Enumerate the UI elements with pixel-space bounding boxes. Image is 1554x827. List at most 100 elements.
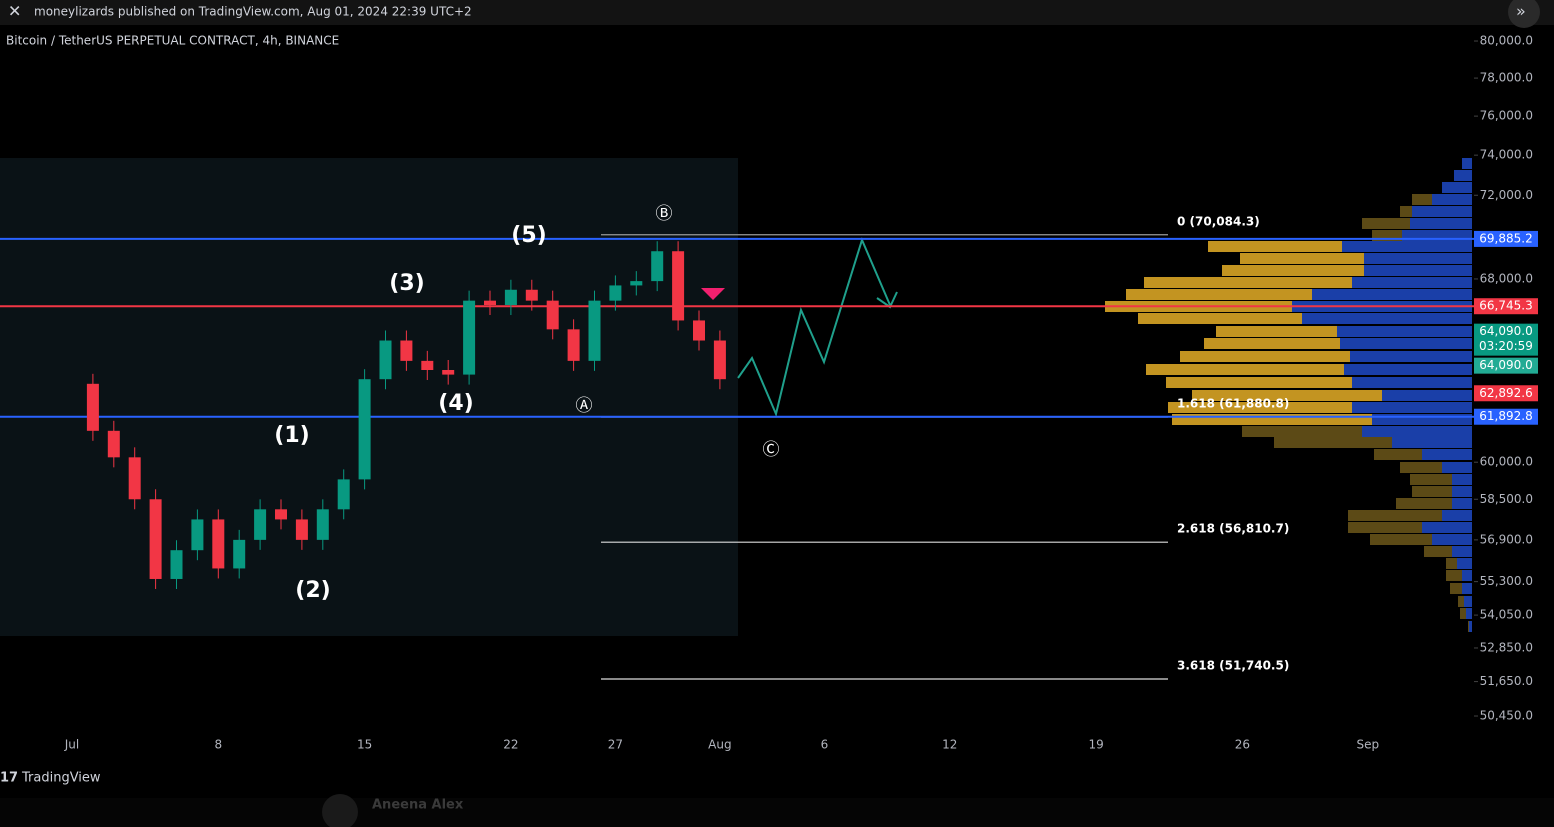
volume-profile-bar: [1410, 474, 1452, 485]
symbol-title: Bitcoin / TetherUS PERPETUAL CONTRACT, 4…: [6, 34, 339, 48]
volume-profile-bar: [1372, 414, 1472, 425]
fib-label: 2.618 (56,810.7): [1177, 522, 1289, 536]
candle: [651, 251, 664, 282]
volume-profile-bar: [1412, 486, 1452, 497]
volume-profile-bar: [1138, 313, 1302, 324]
volume-profile-bar: [1370, 534, 1432, 545]
volume-profile-bar: [1192, 390, 1382, 401]
candle: [484, 300, 496, 306]
volume-profile-bar: [1344, 364, 1472, 375]
expand-button[interactable]: [1508, 0, 1540, 28]
volume-profile-bar: [1402, 230, 1472, 241]
top-bar: [0, 0, 1554, 25]
viewer-name: Aneena Alex: [372, 798, 464, 813]
volume-profile-bar: [1364, 265, 1472, 276]
volume-profile-bar: [1352, 402, 1472, 413]
y-tick-label: 56,900.0: [1480, 532, 1533, 546]
price-tag: [1474, 230, 1538, 247]
volume-profile-bar: [1432, 534, 1472, 545]
volume-profile-bar: [1126, 289, 1312, 300]
volume-profile-bar: [1352, 277, 1472, 288]
y-tick-label: 76,000.0: [1480, 109, 1533, 123]
volume-profile-bar: [1466, 608, 1472, 619]
close-icon[interactable]: ✕: [8, 2, 21, 21]
volume-profile-bar: [1462, 583, 1472, 594]
volume-profile-bar: [1424, 546, 1452, 557]
volume-profile-bar: [1458, 596, 1464, 607]
wave-label: (3): [389, 271, 424, 296]
fib-label: 0 (70,084.3): [1177, 214, 1260, 228]
candle: [107, 430, 120, 458]
price-tag-label: 69,885.2: [1479, 231, 1532, 245]
x-tick-label: 12: [942, 738, 957, 752]
footer: [0, 760, 1554, 798]
x-tick-label: 19: [1088, 738, 1103, 752]
volume-profile-bar: [1446, 558, 1457, 569]
fib-label: 1.618 (61,880.8): [1177, 397, 1289, 411]
candle: [713, 340, 726, 380]
volume-profile-bar: [1208, 241, 1342, 252]
wave-label: (2): [295, 578, 330, 603]
wave-label: (1): [274, 423, 309, 448]
volume-profile-bar: [1462, 158, 1472, 169]
candle: [546, 300, 559, 330]
y-tick-label: 68,000.0: [1480, 271, 1533, 285]
price-tag-label: 66,745.3: [1479, 299, 1532, 313]
wave-label: Ⓐ: [576, 396, 593, 416]
candle: [567, 329, 580, 361]
volume-profile-bar: [1362, 218, 1410, 229]
price-tag-label: 62,892.6: [1479, 386, 1532, 400]
candle: [588, 300, 601, 361]
y-tick-label: 74,000.0: [1480, 148, 1533, 162]
wave-label: (5): [511, 223, 546, 248]
price-tag: [1474, 385, 1538, 402]
volume-profile-bar: [1422, 522, 1472, 533]
candle: [170, 550, 183, 579]
volume-profile-bar: [1352, 377, 1472, 388]
candle: [149, 499, 162, 579]
x-tick-label: Aug: [708, 738, 731, 752]
price-tag-label: 64,090.0: [1479, 324, 1532, 338]
volume-profile-bar: [1180, 351, 1350, 362]
y-tick-label: 51,650.0: [1480, 674, 1533, 688]
y-tick-label: 55,300.0: [1480, 574, 1533, 588]
volume-profile-bar: [1442, 462, 1472, 473]
volume-profile-bar: [1432, 194, 1472, 205]
volume-profile-bar: [1400, 206, 1412, 217]
candle: [275, 509, 287, 520]
volume-profile-bar: [1422, 449, 1472, 460]
volume-profile-bar: [1412, 206, 1472, 217]
volume-profile-bar: [1396, 498, 1452, 509]
volume-profile-bar: [1172, 414, 1372, 425]
candle: [191, 519, 204, 551]
volume-profile-bar: [1392, 437, 1472, 448]
fib-label: 3.618 (51,740.5): [1177, 659, 1289, 673]
y-tick-label: 80,000.0: [1480, 34, 1533, 48]
volume-profile-bar: [1469, 621, 1472, 632]
projection-path: [737, 237, 891, 418]
candle: [128, 457, 141, 500]
price-tag: [1474, 408, 1538, 425]
y-tick-label: 54,050.0: [1480, 608, 1533, 622]
candle: [421, 360, 434, 371]
price-tag: [1474, 323, 1538, 356]
volume-profile-bar: [1442, 510, 1472, 521]
wave-label: Ⓑ: [656, 204, 673, 224]
x-tick-label: 22: [503, 738, 518, 752]
volume-profile-bar: [1400, 462, 1442, 473]
avatar: [322, 794, 358, 827]
volume-profile-bar: [1348, 510, 1442, 521]
x-tick-label: Sep: [1356, 738, 1379, 752]
price-tag-label: 64,090.0: [1479, 358, 1532, 372]
x-tick-label: 26: [1235, 738, 1250, 752]
volume-profile-bar: [1452, 486, 1472, 497]
volume-profile-bar: [1460, 608, 1466, 619]
header-title: moneylizards published on TradingView.co…: [34, 5, 472, 19]
candle: [233, 539, 246, 569]
volume-profile-bar: [1168, 402, 1352, 413]
volume-profile-bar: [1348, 522, 1422, 533]
price-tag: [1474, 298, 1538, 315]
expand-icon: »: [1516, 2, 1526, 21]
volume-profile-bar: [1146, 364, 1344, 375]
volume-profile-bar: [1242, 426, 1362, 437]
